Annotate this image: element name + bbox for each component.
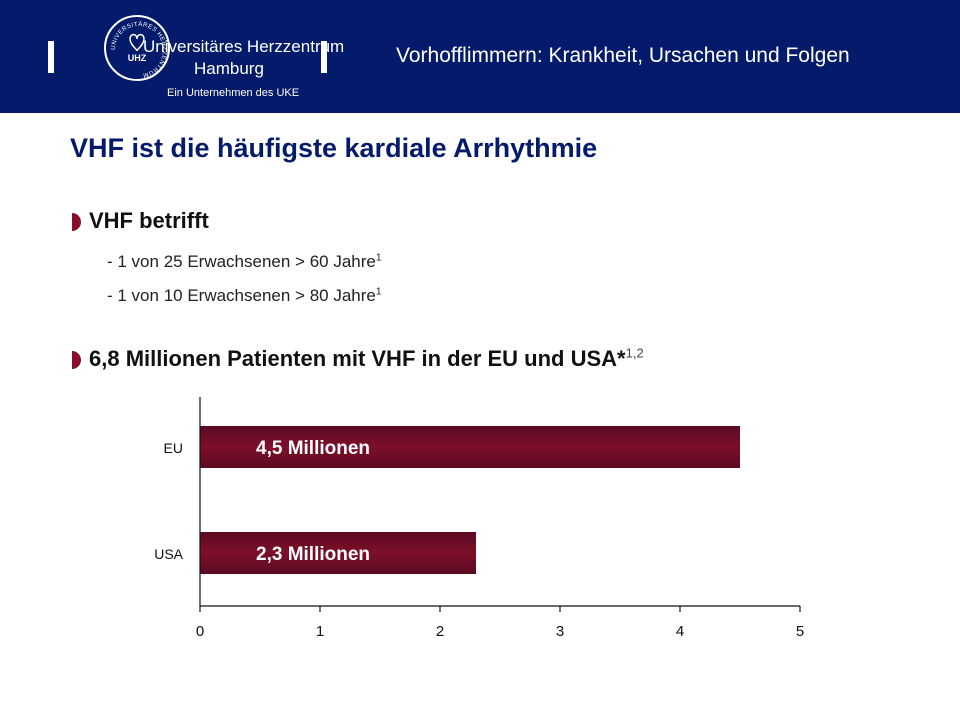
sub-item-text: - 1 von 25 Erwachsenen > 60 Jahre	[107, 252, 376, 271]
sub-item-25: - 1 von 25 Erwachsenen > 60 Jahre1	[107, 252, 382, 272]
logo-right-bar	[321, 41, 327, 73]
x-tick-label: 3	[556, 623, 564, 640]
deck-title: Vorhofflimmern: Krankheit, Ursachen und …	[396, 44, 850, 67]
logo-city: Hamburg	[194, 59, 264, 78]
x-tick-label: 2	[436, 623, 444, 640]
data-label: 2,3 Millionen	[256, 544, 370, 565]
slide-title: VHF ist die häufigste kardiale Arrhythmi…	[70, 133, 598, 163]
seal-ring-text: UNIVERSITÄRES HERZZENTRUM	[110, 21, 168, 79]
bullet-patients-text: 6,8 Millionen Patienten mit VHF in der E…	[89, 346, 626, 371]
x-tick-label: 1	[316, 623, 324, 640]
bar-eu	[200, 426, 740, 468]
x-tick-label: 4	[676, 623, 684, 640]
footnote-ref: 1	[375, 286, 382, 298]
header-banner: UNIVERSITÄRES HERZZENTRUM UHZ Universitä…	[0, 0, 960, 113]
x-tick-label: 0	[196, 623, 204, 640]
seal-uhz-text: UHZ	[127, 53, 147, 63]
bar-usa	[200, 532, 476, 574]
uhz-logo: UNIVERSITÄRES HERZZENTRUM UHZ Universitä…	[44, 7, 344, 105]
logo-seal-icon: UNIVERSITÄRES HERZZENTRUM UHZ	[104, 15, 170, 81]
x-tick-label: 5	[796, 623, 804, 640]
data-label: 4,5 Millionen	[256, 438, 370, 459]
sub-item-10: - 1 von 10 Erwachsenen > 80 Jahre1	[107, 286, 382, 306]
logo-institution-name: Universitäres Herzzentrum	[143, 37, 345, 56]
logo-left-bar	[48, 41, 54, 73]
bullet-marker-icon	[72, 351, 81, 369]
logo-tagline: Ein Unternehmen des UKE	[167, 87, 300, 99]
category-label: EU	[164, 440, 183, 456]
footnote-ref: 1,2	[625, 345, 644, 361]
footnote-ref: 1	[375, 252, 382, 264]
category-label: USA	[154, 546, 183, 562]
sub-item-text: - 1 von 10 Erwachsenen > 80 Jahre	[107, 286, 376, 305]
bullet-patients: 6,8 Millionen Patienten mit VHF in der E…	[89, 346, 644, 372]
bullet-marker-icon	[72, 213, 81, 231]
bullet-vhf-betrifft: VHF betrifft	[89, 208, 209, 233]
